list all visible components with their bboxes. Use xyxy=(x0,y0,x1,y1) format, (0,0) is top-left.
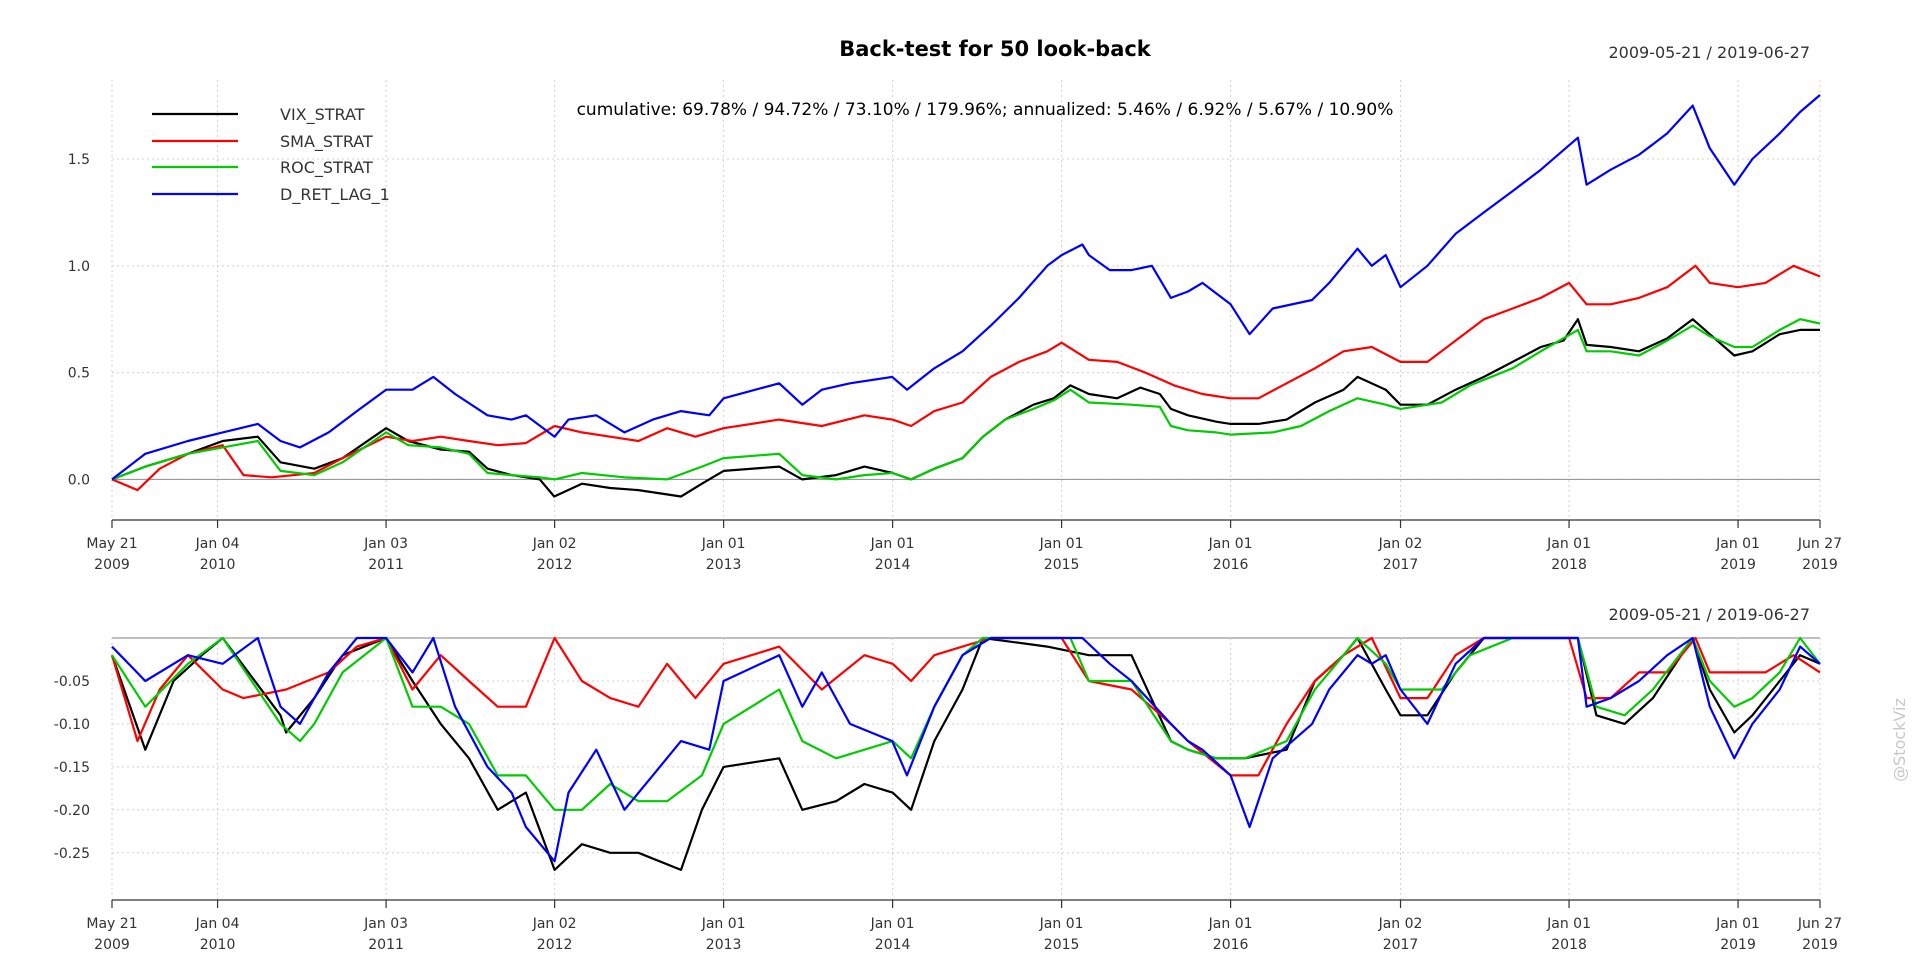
x-tick-label: Jan 04 xyxy=(195,916,240,932)
y-tick-label: 1.5 xyxy=(68,152,90,168)
chart-title: Back-test for 50 look-back xyxy=(839,37,1152,61)
x-tick-year: 2012 xyxy=(537,557,573,573)
x-tick-year: 2019 xyxy=(1720,557,1756,573)
top-x-ticks: May 21 2009 Jan 04 2010 Jan 03 2011 Jan 02 2012… xyxy=(86,519,1842,573)
y-tick-label: -0.05 xyxy=(54,674,90,690)
x-tick-label: Jan 02 xyxy=(1378,536,1423,552)
series-line-sma-strat xyxy=(110,636,1821,777)
x-tick-label: Jan 01 xyxy=(701,536,746,552)
x-tick-year: 2017 xyxy=(1383,557,1419,573)
x-tick-label: Jan 01 xyxy=(1546,916,1591,932)
series-line-vix-strat xyxy=(110,636,1821,872)
x-tick-year: 2013 xyxy=(706,557,742,573)
x-tick-label: Jun 27 xyxy=(1797,916,1842,932)
x-tick-year: 2015 xyxy=(1044,937,1080,953)
watermark: @StockViz xyxy=(1890,698,1909,782)
series-line-sma-strat xyxy=(111,264,1821,492)
bottom-y-ticks: -0.05 -0.10 -0.15 -0.20 -0.25 xyxy=(54,674,90,862)
x-tick-year: 2011 xyxy=(368,557,404,573)
x-tick-year: 2010 xyxy=(200,557,236,573)
y-tick-label: -0.10 xyxy=(54,717,90,733)
bottom-series-lines xyxy=(110,636,1821,872)
x-tick-year: 2018 xyxy=(1551,937,1587,953)
x-tick-year: 2016 xyxy=(1213,557,1249,573)
x-tick-label: Jan 01 xyxy=(1208,916,1253,932)
x-tick-year: 2016 xyxy=(1213,937,1249,953)
legend-label-sma: SMA_STRAT xyxy=(280,132,373,152)
x-tick-label: Jan 01 xyxy=(1208,536,1253,552)
x-tick-year: 2019 xyxy=(1802,557,1838,573)
x-tick-label: Jan 01 xyxy=(870,536,915,552)
series-line-d-ret-lag-1 xyxy=(111,636,1821,863)
x-tick-label: Jun 27 xyxy=(1797,536,1842,552)
legend-label-dret: D_RET_LAG_1 xyxy=(280,185,390,205)
x-tick-year: 2014 xyxy=(875,557,911,573)
x-tick-label: Jan 01 xyxy=(1715,916,1760,932)
legend-label-roc: ROC_STRAT xyxy=(280,158,373,178)
y-tick-label: 0.5 xyxy=(68,366,90,382)
legend-label-vix: VIX_STRAT xyxy=(280,105,365,125)
x-tick-label: Jan 01 xyxy=(870,916,915,932)
x-tick-year: 2012 xyxy=(537,937,573,953)
x-tick-label: Jan 01 xyxy=(1039,916,1084,932)
x-tick-label: Jan 02 xyxy=(532,916,577,932)
x-tick-year: 2009 xyxy=(94,557,130,573)
bottom-date-range: 2009-05-21 / 2019-06-27 xyxy=(1608,605,1810,624)
y-tick-label: 0.0 xyxy=(68,472,90,488)
x-tick-year: 2009 xyxy=(94,937,130,953)
x-tick-label: Jan 01 xyxy=(1039,536,1084,552)
x-tick-year: 2013 xyxy=(706,937,742,953)
x-tick-label: Jan 01 xyxy=(1546,536,1591,552)
x-tick-label: Jan 03 xyxy=(363,536,408,552)
x-tick-year: 2017 xyxy=(1383,937,1419,953)
performance-summary: cumulative: 69.78% / 94.72% / 73.10% / 1… xyxy=(577,100,1394,120)
x-tick-year: 2010 xyxy=(200,937,236,953)
series-line-vix-strat xyxy=(111,318,1820,498)
series-line-roc-strat xyxy=(111,318,1821,481)
x-tick-label: Jan 03 xyxy=(363,916,408,932)
x-tick-year: 2019 xyxy=(1720,937,1756,953)
x-tick-year: 2019 xyxy=(1802,937,1838,953)
x-tick-year: 2011 xyxy=(368,937,404,953)
x-tick-label: Jan 01 xyxy=(701,916,746,932)
bottom-x-ticks: May 21 2009 Jan 04 2010 Jan 03 2011 Jan 02 2012… xyxy=(86,899,1842,953)
x-tick-label: Jan 04 xyxy=(195,536,240,552)
x-tick-label: Jan 02 xyxy=(1378,916,1423,932)
y-tick-label: -0.20 xyxy=(54,803,90,819)
y-tick-label: -0.15 xyxy=(54,760,90,776)
x-tick-year: 2018 xyxy=(1551,557,1587,573)
top-y-ticks: 0.0 0.5 1.0 1.5 xyxy=(68,152,90,488)
bottom-gridlines xyxy=(111,637,1821,900)
y-tick-label: -0.25 xyxy=(54,846,90,862)
top-date-range: 2009-05-21 / 2019-06-27 xyxy=(1608,43,1810,62)
x-tick-label: May 21 xyxy=(86,916,137,932)
x-tick-year: 2014 xyxy=(875,937,911,953)
x-tick-year: 2015 xyxy=(1044,557,1080,573)
legend: VIX_STRAT SMA_STRAT ROC_STRAT D_RET_LAG_… xyxy=(152,105,390,205)
series-line-d-ret-lag-1 xyxy=(111,94,1821,481)
top-series-lines xyxy=(111,94,1821,498)
x-tick-label: Jan 01 xyxy=(1715,536,1760,552)
y-tick-label: 1.0 xyxy=(68,259,90,275)
x-tick-label: Jan 02 xyxy=(532,536,577,552)
x-tick-label: May 21 xyxy=(86,536,137,552)
